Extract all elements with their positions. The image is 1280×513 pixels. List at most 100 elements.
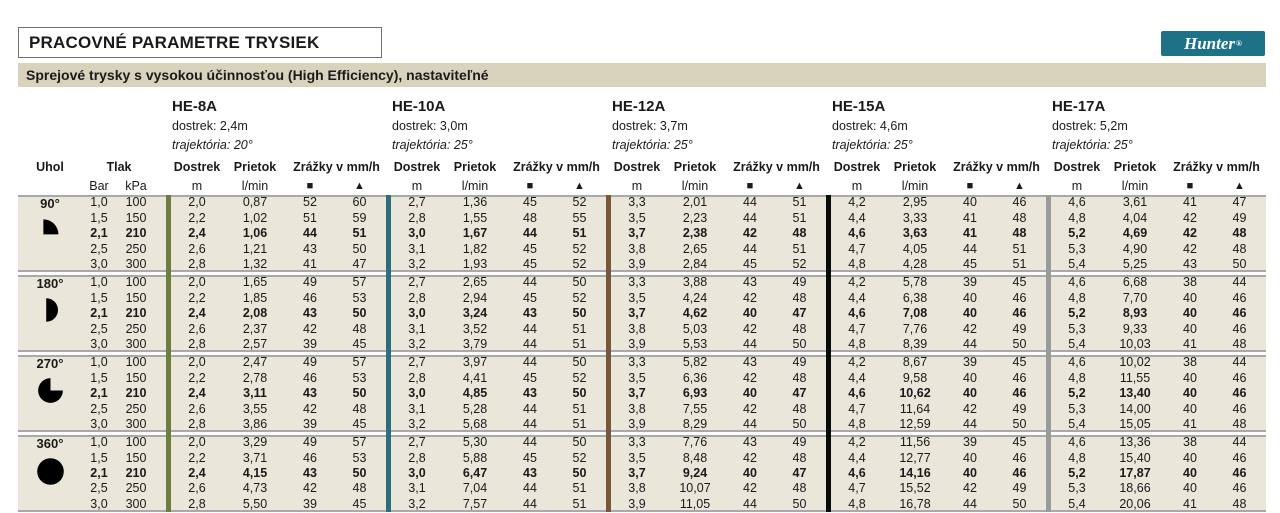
table-cell: 1,32 (242, 257, 268, 271)
table-cell: 5,2 (1068, 386, 1086, 401)
prietok-column-header: Prietok (673, 159, 717, 174)
hunter-logo: Hunter ® (1161, 31, 1265, 56)
table-cell: 57 (352, 355, 367, 370)
table-cell: 2,0 (188, 355, 206, 370)
nozzle-header: HE-15A dostrek: 4,6m trajektória: 25° (826, 95, 1046, 157)
table-cell: 4,6 (1068, 275, 1086, 290)
pressure-kpa-cell: 210 (125, 466, 147, 481)
table-cell: 51 (572, 321, 587, 336)
table-cell: 12,59 (899, 416, 931, 431)
table-cell: 5,2 (1068, 466, 1086, 481)
table-cell: 2,8 (188, 416, 206, 431)
table-cell: 5,78 (902, 275, 928, 290)
table-cell: 3,0 (408, 306, 426, 321)
table-cell: 50 (572, 466, 587, 481)
table-cell: 7,08 (902, 306, 928, 321)
table-cell: 7,04 (462, 481, 488, 496)
table-cell: 40 (963, 466, 977, 481)
table-cell: 2,57 (242, 336, 268, 351)
square-marker-icon: ■ (746, 179, 754, 192)
table-cell: 51 (572, 416, 587, 431)
table-cell: 40 (963, 386, 977, 401)
table-cell: 6,47 (462, 466, 488, 481)
table-cell: 6,93 (682, 386, 708, 401)
dostrek-unit: m (191, 178, 203, 193)
table-cell: 48 (1232, 226, 1247, 241)
table-cell: 3,86 (242, 416, 268, 431)
pressure-bar-cell: 3,0 (90, 257, 108, 271)
dostrek-column-header: Dostrek (393, 159, 441, 174)
dostrek-unit: m (631, 178, 643, 193)
triangle-marker-icon: ▲ (1234, 179, 1245, 192)
table-cell: 3,0 (408, 466, 426, 481)
table-cell: 5,25 (1122, 257, 1148, 271)
angle-label: 270° (36, 355, 64, 371)
table-cell: 1,21 (242, 241, 268, 256)
table-cell: 44 (743, 496, 757, 511)
table-cell: 4,8 (848, 496, 866, 511)
table-cell: 41 (1183, 195, 1197, 210)
table-cell: 42 (303, 481, 317, 496)
table-cell: 40 (743, 306, 757, 321)
table-cell: 3,55 (242, 401, 268, 416)
table-cell: 45 (963, 257, 977, 271)
table-cell: 40 (743, 386, 757, 401)
table-cell: 52 (572, 195, 587, 210)
table-cell: 48 (792, 401, 807, 416)
table-cell: 15,52 (899, 481, 931, 496)
table-cell: 39 (963, 355, 977, 370)
triangle-marker-icon: ▲ (794, 179, 805, 192)
table-cell: 39 (963, 275, 977, 290)
table-cell: 3,8 (628, 241, 646, 256)
table-cell: 48 (792, 481, 807, 496)
table-cell: 3,11 (243, 386, 267, 401)
table-cell: 45 (352, 416, 367, 431)
pressure-kpa-cell: 250 (125, 241, 147, 256)
table-cell: 40 (963, 195, 977, 210)
table-cell: 48 (352, 481, 367, 496)
table-cell: 51 (572, 481, 587, 496)
table-cell: 40 (963, 450, 977, 465)
table-cell: 42 (743, 401, 757, 416)
table-cell: 38 (1183, 355, 1197, 370)
table-cell: 3,33 (902, 210, 928, 225)
table-cell: 4,2 (848, 355, 866, 370)
table-cell: 50 (792, 336, 807, 351)
table-cell: 40 (1183, 386, 1197, 401)
table-cell: 8,67 (902, 355, 928, 370)
prietok-unit: l/min (901, 178, 929, 193)
table-cell: 17,87 (1119, 466, 1151, 481)
table-cell: 3,61 (1122, 195, 1148, 210)
nozzle-range: dostrek: 3,7m (612, 119, 688, 133)
table-cell: 2,4 (188, 386, 206, 401)
table-cell: 42 (743, 450, 757, 465)
table-cell: 49 (303, 355, 317, 370)
table-cell: 46 (1012, 306, 1027, 321)
square-marker-icon: ■ (966, 179, 974, 192)
table-cell: 5,3 (1068, 481, 1086, 496)
table-cell: 4,69 (1122, 226, 1148, 241)
table-cell: 48 (352, 401, 367, 416)
table-cell: 42 (743, 370, 757, 385)
table-cell: 46 (1232, 306, 1247, 321)
table-cell: 46 (1012, 195, 1027, 210)
table-cell: 41 (1183, 496, 1197, 511)
table-cell: 8,39 (902, 336, 928, 351)
table-cell: 4,8 (1068, 290, 1086, 305)
table-cell: 40 (1183, 306, 1197, 321)
table-cell: 50 (792, 496, 807, 511)
table-cell: 9,33 (1122, 321, 1148, 336)
table-cell: 48 (792, 290, 807, 305)
table-cell: 3,0 (408, 386, 426, 401)
table-cell: 4,41 (462, 370, 488, 385)
table-cell: 7,57 (462, 496, 488, 511)
table-cell: 5,4 (1068, 496, 1086, 511)
triangle-marker-icon: ▲ (1014, 179, 1025, 192)
table-cell: 4,2 (848, 195, 866, 210)
pressure-kpa-cell: 100 (125, 275, 147, 290)
table-cell: 57 (352, 435, 367, 450)
table-cell: 47 (352, 257, 367, 271)
table-cell: 51 (352, 226, 367, 241)
dostrek-column-header: Dostrek (833, 159, 881, 174)
table-cell: 2,8 (188, 336, 206, 351)
